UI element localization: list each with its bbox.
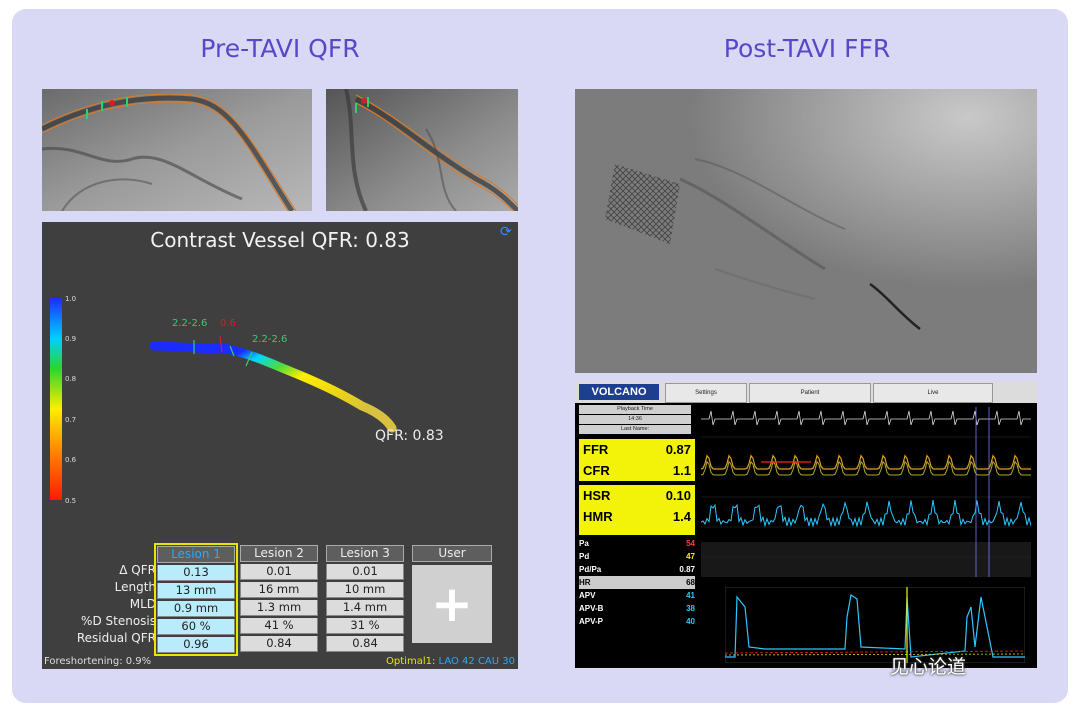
tab-live[interactable]: Live bbox=[873, 383, 993, 403]
lesion-3-column[interactable]: Lesion 3 0.01 10 mm 1.4 mm 31 % 0.84 bbox=[326, 545, 404, 652]
vessel-3d-model bbox=[149, 335, 397, 433]
lesion-cell: 1.4 mm bbox=[326, 600, 404, 616]
foreshortening-readout: Foreshortening: 0.9% bbox=[44, 656, 152, 667]
hsr-label: HSR bbox=[583, 488, 611, 503]
playback-time-label: Playback Time bbox=[579, 405, 691, 414]
qfr-end-value: QFR: 0.83 bbox=[375, 428, 444, 444]
heading-pre-tavi: Pre-TAVI QFR bbox=[200, 34, 360, 63]
user-tab[interactable]: User bbox=[412, 545, 492, 562]
angiogram-image-left bbox=[42, 89, 312, 211]
lesion-cell: 13 mm bbox=[157, 583, 235, 599]
colorbar-label: 0.5 bbox=[65, 497, 77, 505]
qfr-colorbar bbox=[50, 298, 62, 500]
param-value: 0.87 bbox=[679, 565, 695, 574]
row-label-delta-qfr: Δ QFR bbox=[119, 563, 156, 577]
colorbar-label: 0.8 bbox=[65, 375, 77, 383]
volcano-monitor-screen: VOLCANO Settings Patient Live Playback T… bbox=[575, 381, 1037, 668]
lesion-cell: 1.3 mm bbox=[240, 600, 318, 616]
angiogram-image-right bbox=[326, 89, 518, 211]
playback-info: Playback Time 14:36 Last Name: bbox=[579, 405, 691, 435]
param-row: Pd/Pa 0.87 bbox=[579, 563, 695, 576]
row-label-length: Length bbox=[114, 580, 156, 594]
segment-label-left: 2.2-2.6 bbox=[172, 318, 208, 329]
param-label: APV-B bbox=[579, 604, 604, 613]
lesion-cell: 16 mm bbox=[240, 582, 318, 598]
param-value: 68 bbox=[686, 578, 695, 587]
heading-post-tavi: Post-TAVI FFR bbox=[723, 34, 891, 63]
lesion-cell: 60 % bbox=[157, 619, 235, 635]
lesion-cell: 0.13 bbox=[157, 565, 235, 581]
segment-label-mid: 0.6 bbox=[220, 318, 236, 329]
param-row: Pa 54 bbox=[579, 537, 695, 550]
param-label: Pd bbox=[579, 552, 590, 561]
lao-value: LAO 42 bbox=[438, 656, 475, 667]
hsr-value: 0.10 bbox=[665, 488, 691, 503]
colorbar-label: 0.9 bbox=[65, 335, 77, 343]
ffr-label: FFR bbox=[583, 442, 609, 457]
lesion-2-tab[interactable]: Lesion 2 bbox=[240, 545, 318, 562]
colorbar-label: 0.6 bbox=[65, 456, 77, 464]
param-label: APV-P bbox=[579, 617, 604, 626]
param-row: APV 41 bbox=[579, 589, 695, 602]
lesion-cell: 0.84 bbox=[240, 636, 318, 652]
row-label-residual-qfr: Residual QFR bbox=[76, 631, 156, 645]
segment-label-right: 2.2-2.6 bbox=[252, 334, 288, 345]
playback-time-value: 14:36 bbox=[579, 415, 691, 424]
watermark-text: 见心论道 bbox=[890, 656, 967, 678]
lesion-cell: 0.01 bbox=[326, 564, 404, 580]
lesion-cell: 0.96 bbox=[157, 637, 235, 653]
lesion-cell: 0.01 bbox=[240, 564, 318, 580]
plus-icon[interactable]: + bbox=[412, 565, 492, 643]
lesion-2-column[interactable]: Lesion 2 0.01 16 mm 1.3 mm 41 % 0.84 bbox=[240, 545, 318, 652]
param-value: 47 bbox=[686, 552, 695, 561]
colorbar-label: 1.0 bbox=[65, 295, 77, 303]
param-label: Pa bbox=[579, 539, 589, 548]
row-label-mld: MLD bbox=[129, 597, 156, 611]
cfr-value: 1.1 bbox=[672, 463, 691, 478]
lesion-3-tab[interactable]: Lesion 3 bbox=[326, 545, 404, 562]
param-label: APV bbox=[579, 591, 596, 600]
cfr-label: CFR bbox=[583, 463, 610, 478]
pressure-waveform-plot bbox=[701, 407, 1031, 577]
qfr-title: Contrast Vessel QFR: 0.83 bbox=[150, 228, 410, 252]
volcano-logo: VOLCANO bbox=[579, 384, 659, 400]
hmr-label: HMR bbox=[583, 509, 613, 524]
tab-settings[interactable]: Settings bbox=[665, 383, 747, 403]
lesion-cell: 0.84 bbox=[326, 636, 404, 652]
last-name-label: Last Name: bbox=[579, 425, 691, 434]
optimal-label: Optimal1: bbox=[386, 656, 436, 667]
cau-value: CAU 30 bbox=[477, 656, 515, 667]
optimal-projection-readout: Optimal1: LAO 42 CAU 30 bbox=[386, 656, 515, 667]
lesion-1-column[interactable]: Lesion 1 0.13 13 mm 0.9 mm 60 % 0.96 bbox=[154, 543, 238, 656]
param-value: 40 bbox=[686, 617, 695, 626]
lesion-cell: 31 % bbox=[326, 618, 404, 634]
param-row: APV-B 38 bbox=[579, 602, 695, 615]
param-row: HR 68 bbox=[579, 576, 695, 589]
param-label: HR bbox=[579, 578, 591, 587]
qfr-analysis-panel: Contrast Vessel QFR: 0.83 ⟳ 1.0 0.9 0.8 … bbox=[42, 222, 518, 669]
lesion-1-tab[interactable]: Lesion 1 bbox=[157, 546, 235, 563]
user-lesion-column: User + bbox=[412, 545, 492, 643]
flow-trend-plot bbox=[725, 587, 1025, 663]
hmr-value: 1.4 bbox=[672, 509, 691, 524]
colorbar-label: 0.7 bbox=[65, 416, 77, 424]
lesion-cell: 41 % bbox=[240, 618, 318, 634]
lesion-cell: 0.9 mm bbox=[157, 601, 235, 617]
ffr-value: 0.87 bbox=[665, 442, 691, 457]
param-value: 38 bbox=[686, 604, 695, 613]
param-value: 54 bbox=[686, 539, 695, 548]
ffr-cfr-box: FFR 0.87 CFR 1.1 bbox=[579, 439, 695, 481]
refresh-icon[interactable]: ⟳ bbox=[500, 224, 512, 240]
row-label-stenosis: %D Stenosis bbox=[81, 614, 156, 628]
angiogram-image-post bbox=[575, 89, 1037, 373]
param-value: 41 bbox=[686, 591, 695, 600]
hsr-hmr-box: HSR 0.10 HMR 1.4 bbox=[579, 485, 695, 535]
param-row: APV-P 40 bbox=[579, 615, 695, 628]
lesion-cell: 10 mm bbox=[326, 582, 404, 598]
param-label: Pd/Pa bbox=[579, 565, 602, 574]
tab-patient[interactable]: Patient bbox=[749, 383, 871, 403]
param-row: Pd 47 bbox=[579, 550, 695, 563]
